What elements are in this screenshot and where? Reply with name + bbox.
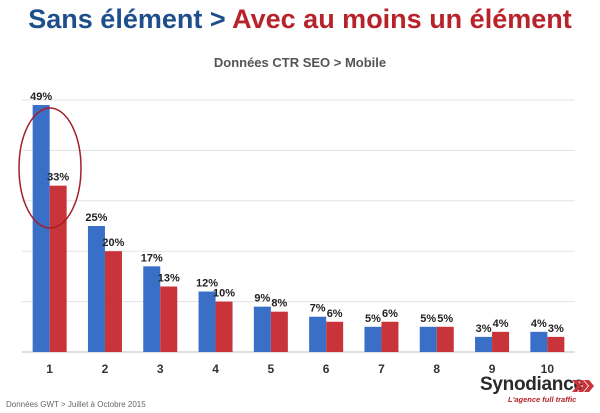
bar-series2-pos3 <box>160 286 178 352</box>
x-tick-label-7: 7 <box>378 362 385 376</box>
data-label-series1-pos8: 5% <box>420 313 436 325</box>
title-separator: > <box>202 4 233 34</box>
data-labels: 49%33%25%20%17%13% 12%10% 9% 8% 7% 6% 5% 6% 5% 5%… <box>30 91 564 335</box>
data-label-series2-pos7: 6% <box>382 308 398 320</box>
data-label-series2-pos10: 3% <box>548 323 564 335</box>
bar-series2-pos10 <box>547 336 565 352</box>
chart-subtitle: Données CTR SEO > Mobile <box>213 55 387 70</box>
chart-title: Sans élément > Avec au moins un élément <box>0 4 600 35</box>
data-label-series2-pos5: 8% <box>271 298 287 310</box>
bar-series1-pos9 <box>475 336 493 352</box>
bar-series1-pos3 <box>143 266 161 352</box>
bar-series1-pos6 <box>309 316 327 352</box>
x-tick-label-1: 1 <box>46 362 53 376</box>
data-label-series1-pos10: 4% <box>531 318 547 330</box>
data-label-series2-pos4: 10% <box>213 288 235 300</box>
bar-series2-pos1 <box>49 185 67 352</box>
x-tick-label-9: 9 <box>489 362 496 376</box>
data-label-series1-pos1: 49% <box>30 91 52 103</box>
data-label-series2-pos8: 5% <box>437 313 453 325</box>
data-label-series1-pos3: 17% <box>141 252 163 264</box>
bar-series2-pos8 <box>436 326 454 352</box>
bar-series1-pos5 <box>253 306 271 352</box>
logo-tagline: L'agence full traffic <box>508 395 577 404</box>
data-label-series1-pos2: 25% <box>85 212 107 224</box>
data-label-series2-pos2: 20% <box>102 237 124 249</box>
data-label-series1-pos6: 7% <box>310 303 326 315</box>
bar-series1-pos8 <box>419 326 437 352</box>
ctr-bar-chart: 49%33%25%20%17%13% 12%10% 9% 8% 7% 6% 5% 6% 5% 5%… <box>18 91 575 376</box>
bar-series2-pos9 <box>492 331 510 352</box>
x-tick-label-4: 4 <box>212 362 219 376</box>
bar-series1-pos10 <box>530 331 548 352</box>
bar-series1-pos4 <box>198 291 216 352</box>
data-label-series2-pos6: 6% <box>327 308 343 320</box>
bar-series1-pos7 <box>364 326 382 352</box>
x-tick-label-2: 2 <box>102 362 109 376</box>
x-tick-label-10: 10 <box>541 362 555 376</box>
data-label-series2-pos9: 4% <box>493 318 509 330</box>
bar-series1-pos1 <box>32 105 50 352</box>
data-label-series2-pos3: 13% <box>158 272 180 284</box>
x-tick-labels: 1 2 3 4 5 6 7 8 9 10 <box>46 362 554 376</box>
x-tick-label-3: 3 <box>157 362 164 376</box>
bar-series2-pos2 <box>104 251 122 352</box>
x-tick-label-8: 8 <box>433 362 440 376</box>
bar-series2-pos6 <box>326 321 344 352</box>
bar-series2-pos5 <box>270 311 288 352</box>
x-tick-label-5: 5 <box>268 362 275 376</box>
data-label-series2-pos1: 33% <box>47 172 69 184</box>
data-label-series1-pos9: 3% <box>476 323 492 335</box>
logo-brand: Synodiance <box>480 374 584 395</box>
data-label-series1-pos7: 5% <box>365 313 381 325</box>
x-tick-label-6: 6 <box>323 362 330 376</box>
data-label-series1-pos4: 12% <box>196 278 218 290</box>
highlight-circle <box>18 107 82 229</box>
synodiance-logo: Synodiance L'agence full traffic <box>476 374 596 408</box>
bar-series <box>32 105 565 352</box>
triple-chevron-icon <box>572 380 594 392</box>
title-part-without-element: Sans élément <box>28 4 203 34</box>
bar-series1-pos2 <box>87 226 105 352</box>
title-part-with-element: Avec au moins un élément <box>232 4 572 34</box>
data-label-series1-pos5: 9% <box>254 293 270 305</box>
source-footnote: Données GWT > Juillet à Octobre 2015 <box>6 400 146 409</box>
bar-series2-pos4 <box>215 301 233 352</box>
bar-series2-pos7 <box>381 321 399 352</box>
